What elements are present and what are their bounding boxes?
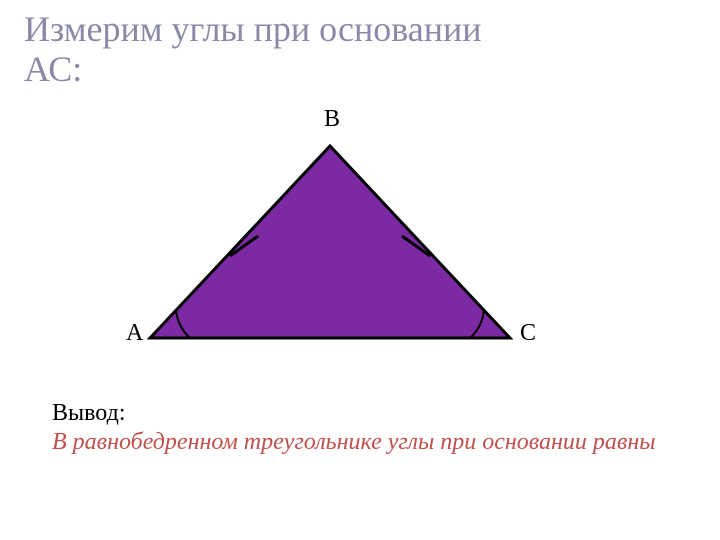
triangle-svg <box>130 128 530 358</box>
conclusion-lead: Вывод: <box>52 400 692 427</box>
vertex-label-a: А <box>126 320 143 347</box>
conclusion-theorem: В равнобедренном треугольнике углы при о… <box>52 429 692 456</box>
vertex-label-c: С <box>520 320 536 347</box>
slide-title: Измерим углы при основании АС: <box>24 10 704 89</box>
triangle-diagram: В А С <box>130 128 530 358</box>
slide: Измерим углы при основании АС: В А С Выв… <box>0 0 720 540</box>
conclusion-block: Вывод: В равнобедренном треугольнике угл… <box>52 400 692 456</box>
triangle-shape <box>150 146 510 338</box>
vertex-label-b: В <box>324 106 340 133</box>
